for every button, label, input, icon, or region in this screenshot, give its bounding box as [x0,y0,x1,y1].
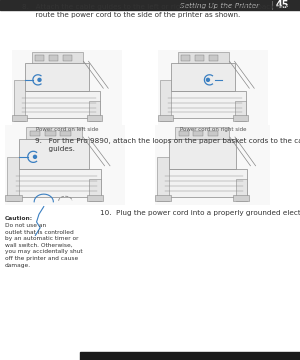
Bar [236,179,247,201]
Bar [12,115,27,121]
Bar [194,131,203,136]
Bar [178,52,229,63]
Bar [89,179,101,201]
Text: 10.  Plug the power cord into a properly grounded electrical outlet.: 10. Plug the power cord into a properly … [100,210,300,216]
Bar [11,169,101,197]
Text: Setting Up the Printer: Setting Up the Printer [180,3,259,9]
Bar [8,157,20,201]
Text: Power cord on left side: Power cord on left side [36,127,98,132]
Bar [87,195,103,201]
Bar [5,195,22,201]
Bar [0,0,300,10]
Bar [161,169,247,197]
Bar [49,55,58,60]
Text: 9.   For the Pro 9890, attach the loops on the paper basket cords to the cable
 : 9. For the Pro 9890, attach the loops on… [35,138,300,152]
Circle shape [38,78,41,81]
Bar [179,131,189,136]
Bar [14,80,25,121]
Text: 8.   Attach the cable guides to the left or right side of the printer back and
 : 8. Attach the cable guides to the left o… [22,4,290,18]
Bar [5,125,125,205]
Bar [181,55,190,60]
Bar [208,131,218,136]
Text: Power cord on right side: Power cord on right side [180,127,246,132]
Bar [160,80,171,121]
Text: 45: 45 [276,0,290,10]
Bar [80,352,300,360]
Bar [12,50,122,125]
Bar [157,157,169,201]
Circle shape [34,156,37,158]
Bar [35,55,44,60]
Bar [25,63,89,91]
Bar [235,101,246,121]
Bar [89,101,100,121]
Bar [87,115,102,121]
Bar [171,63,235,91]
Bar [26,127,82,139]
Bar [63,55,72,60]
Bar [209,55,218,60]
Bar [164,91,246,117]
Bar [233,115,248,121]
Bar [195,55,204,60]
Bar [176,127,229,139]
Text: Caution:: Caution: [5,216,33,221]
Bar [233,195,249,201]
Bar [158,115,173,121]
Bar [155,125,270,205]
Bar [30,131,40,136]
Bar [155,195,171,201]
Text: Do not use an
outlet that is controlled
by an automatic timer or
wall switch. Ot: Do not use an outlet that is controlled … [5,223,82,267]
Bar [61,131,71,136]
Bar [17,91,100,117]
Circle shape [206,78,209,81]
Bar [20,139,89,169]
Bar [32,52,83,63]
Text: |: | [271,1,274,10]
Bar [169,139,236,169]
Bar [158,50,268,125]
Bar [45,131,56,136]
